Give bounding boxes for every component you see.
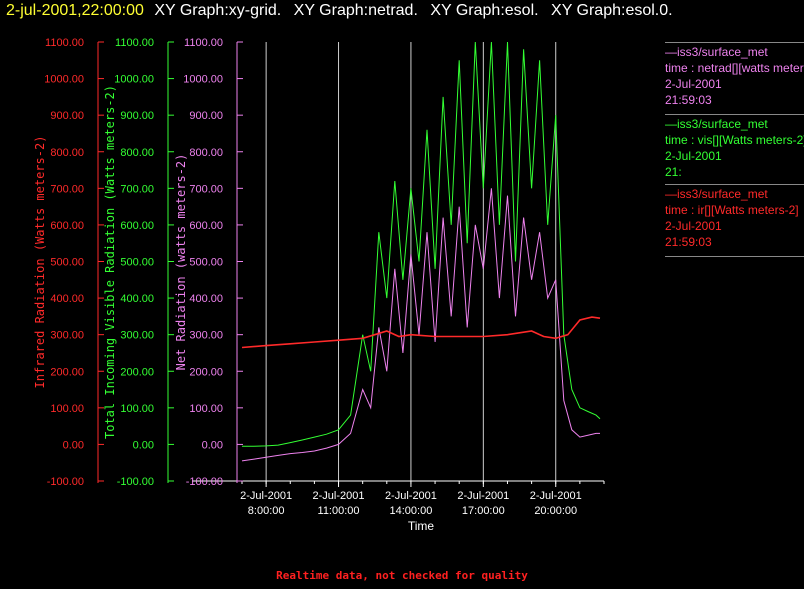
- y-tick-label-ir: 0.00: [63, 439, 84, 451]
- y-tick-label-vis: 900.00: [120, 110, 154, 122]
- y-tick-label-netrad: 800.00: [189, 147, 223, 159]
- header-timestamp: 2-jul-2001,22:00:00: [6, 2, 144, 19]
- quality-footer: Realtime data, not checked for quality: [276, 569, 528, 582]
- legend-ir-variable: time : ir[][Watts meters-2]: [665, 203, 799, 217]
- y-tick-label-netrad: 0.00: [202, 439, 223, 451]
- series-line-ir: [241, 316, 601, 349]
- x-tick-label-time: 14:00:00: [390, 505, 433, 517]
- y-tick-label-vis: 1000.00: [114, 74, 154, 86]
- y-tick-label-netrad: 300.00: [189, 330, 223, 342]
- y-tick-label-ir: 400.00: [50, 293, 84, 305]
- x-tick-label-time: 20:00:00: [534, 505, 577, 517]
- legend-vis-source: —iss3/surface_met: [665, 117, 768, 131]
- legend-vis-variable: time : vis[][Watts meters-2]: [665, 133, 804, 147]
- y-tick-label-ir: -100.00: [47, 476, 84, 488]
- y-tick-label-vis: 800.00: [120, 147, 154, 159]
- y-tick-label-ir: 100.00: [50, 403, 84, 415]
- y-axis-label-netrad: Net Radiation (watts meters-2): [174, 154, 188, 371]
- x-tick-label-time: 17:00:00: [462, 505, 505, 517]
- y-tick-label-vis: -100.00: [117, 476, 154, 488]
- legend-rule: [665, 42, 804, 43]
- y-tick-label-vis: 300.00: [120, 330, 154, 342]
- series-lines: [241, 41, 601, 462]
- header-item-esol[interactable]: XY Graph:esol.: [430, 2, 539, 19]
- header-item-esol-0[interactable]: XY Graph:esol.0.: [551, 2, 673, 19]
- grid-lines: [265, 42, 557, 481]
- y-tick-label-netrad: 200.00: [189, 366, 223, 378]
- header-item-xy-grid[interactable]: XY Graph:xy-grid.: [154, 2, 282, 19]
- x-axis-label: Time: [408, 519, 435, 533]
- y-tick-label-ir: 900.00: [50, 110, 84, 122]
- series-line-netrad: [241, 188, 600, 462]
- x-tick-label-date: 2-Jul-2001: [385, 490, 437, 502]
- y-tick-label-ir: 300.00: [50, 330, 84, 342]
- y-tick-label-vis: 200.00: [120, 366, 154, 378]
- legend-vis[interactable]: —iss3/surface_met time : vis[][Watts met…: [665, 114, 804, 180]
- y-tick-label-vis: 100.00: [120, 403, 154, 415]
- y-tick-label-ir: 1000.00: [44, 74, 84, 86]
- y-axis-label-vis: Total Incoming Visible Radiation (Watts …: [103, 85, 117, 439]
- y-tick-label-ir: 500.00: [50, 257, 84, 269]
- legend-ir-source: —iss3/surface_met: [665, 187, 768, 201]
- window-header: 2-jul-2001,22:00:00 XY Graph:xy-grid. XY…: [6, 0, 681, 22]
- y-tick-label-vis: 1100.00: [115, 37, 154, 49]
- y-tick-label-netrad: 700.00: [189, 183, 223, 195]
- legend-ir-date: 2-Jul-2001: [665, 219, 722, 233]
- y-tick-label-ir: 200.00: [50, 366, 84, 378]
- series-line-vis: [242, 41, 601, 447]
- x-tick-label-date: 2-Jul-2001: [457, 490, 509, 502]
- y-tick-label-vis: 700.00: [120, 183, 154, 195]
- legend-netrad[interactable]: —iss3/surface_met time : netrad[][watts …: [665, 42, 804, 108]
- y-tick-label-netrad: 400.00: [189, 293, 223, 305]
- legend-ir-time: 21:59:03: [665, 235, 712, 249]
- y-tick-label-vis: 0.00: [133, 439, 154, 451]
- y-tick-label-ir: 700.00: [50, 183, 84, 195]
- x-tick-label-date: 2-Jul-2001: [313, 490, 365, 502]
- y-tick-label-netrad: -100.00: [186, 476, 223, 488]
- legend-vis-time: 21:: [665, 165, 682, 179]
- y-tick-label-netrad: 600.00: [189, 220, 223, 232]
- legend-ir[interactable]: —iss3/surface_met time : ir[][Watts mete…: [665, 184, 804, 257]
- legend-netrad-date: 2-Jul-2001: [665, 77, 722, 91]
- y-tick-label-netrad: 900.00: [189, 110, 223, 122]
- x-tick-label-date: 2-Jul-2001: [240, 490, 292, 502]
- x-tick-label-date: 2-Jul-2001: [530, 490, 582, 502]
- y-tick-label-vis: 500.00: [120, 257, 154, 269]
- x-tick-label-time: 11:00:00: [318, 505, 360, 517]
- y-tick-label-netrad: 500.00: [189, 257, 223, 269]
- x-tick-label-time: 8:00:00: [248, 505, 285, 517]
- legend-netrad-time: 21:59:03: [665, 93, 712, 107]
- legend-rule: [665, 256, 804, 257]
- y-tick-label-ir: 1100.00: [45, 37, 84, 49]
- y-tick-label-netrad: 100.00: [189, 403, 223, 415]
- y-tick-label-netrad: 1100.00: [184, 37, 223, 49]
- y-tick-label-ir: 800.00: [50, 147, 84, 159]
- legend-netrad-source: —iss3/surface_met: [665, 45, 768, 59]
- axes: 2-Jul-2001 8:00:00 2-Jul-2001 11:00:00 2-Jul…: [33, 37, 605, 517]
- legend-netrad-variable: time : netrad[][watts meters-2]: [665, 61, 804, 75]
- legend-rule: [665, 184, 804, 185]
- y-tick-label-vis: 600.00: [120, 220, 154, 232]
- y-tick-label-ir: 600.00: [50, 220, 84, 232]
- legend-rule: [665, 114, 804, 115]
- header-item-netrad[interactable]: XY Graph:netrad.: [293, 2, 418, 19]
- y-tick-label-vis: 400.00: [120, 293, 154, 305]
- y-axis-label-ir: Infrared Radiation (Watts meters-2): [33, 136, 47, 389]
- y-tick-label-netrad: 1000.00: [183, 74, 223, 86]
- legend-vis-date: 2-Jul-2001: [665, 149, 722, 163]
